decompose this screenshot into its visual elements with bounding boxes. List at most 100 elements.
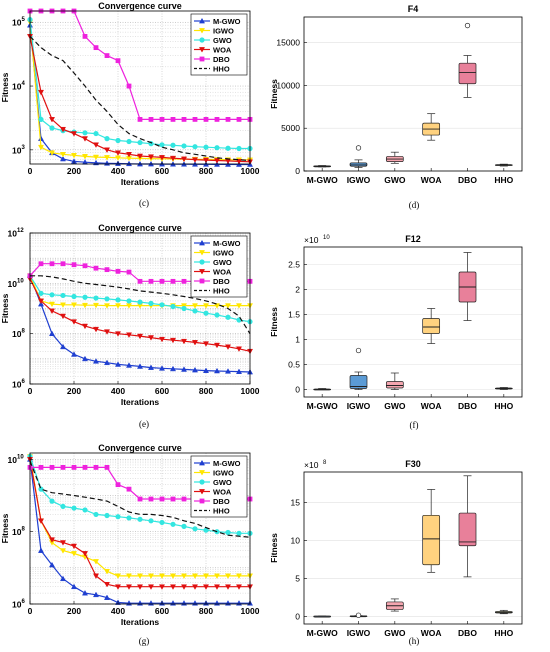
y-tick-label: 2.5 — [288, 260, 300, 270]
x-tick-label: 200 — [67, 166, 81, 176]
data-point — [37, 298, 45, 305]
data-point — [147, 573, 155, 579]
legend-entry-igwo: IGWO — [194, 249, 234, 258]
data-point — [104, 136, 110, 142]
x-tick-label: 400 — [111, 166, 125, 176]
legend-label: IGWO — [213, 469, 234, 478]
axes-frame — [303, 471, 523, 625]
data-point — [147, 335, 155, 341]
data-point — [147, 154, 155, 160]
x-tick-label: HHO — [494, 628, 513, 638]
y-tick-label: 10000 — [276, 80, 300, 90]
data-point — [125, 303, 133, 309]
data-point — [125, 584, 133, 590]
data-point — [92, 573, 100, 579]
chart-title: Convergence curve — [98, 443, 182, 453]
data-point — [203, 310, 209, 316]
data-point — [126, 83, 132, 89]
data-point — [92, 326, 100, 333]
data-point — [203, 144, 209, 150]
box-woa — [422, 489, 441, 573]
legend-marker — [199, 56, 205, 62]
data-point — [92, 142, 100, 148]
box-woa — [422, 113, 441, 141]
legend-marker — [198, 250, 206, 256]
data-point — [71, 464, 77, 470]
data-point — [59, 302, 67, 308]
data-point — [81, 302, 89, 309]
axis-exponent: ×10 8 — [304, 460, 327, 470]
data-point — [158, 155, 166, 161]
x-tick-label: WOA — [421, 401, 442, 411]
data-point — [60, 503, 66, 510]
data-point — [224, 368, 232, 374]
legend-entry-igwo: IGWO — [194, 469, 234, 478]
data-point — [115, 268, 121, 274]
data-point — [214, 312, 220, 318]
legend-label: GWO — [213, 478, 232, 487]
legend-label: WOA — [213, 268, 232, 277]
data-point — [70, 351, 78, 357]
y-tick-base: 10 — [12, 145, 22, 155]
data-point — [158, 584, 166, 590]
figure-caption: (h) — [409, 636, 420, 646]
legend-label: WOA — [213, 488, 232, 497]
y-tick-base: 10 — [8, 279, 18, 289]
data-point — [213, 573, 221, 579]
data-point — [70, 551, 78, 557]
x-axis-label: Iterations — [121, 177, 160, 187]
y-tick-exponent: 4 — [22, 81, 26, 87]
y-tick-label: 2 — [295, 285, 300, 295]
y-tick-label: 10 6 — [12, 379, 25, 390]
y-tick-label: 10 8 — [12, 329, 25, 340]
plot-area — [304, 17, 522, 171]
series-m-gwo — [26, 272, 254, 375]
legend-entry-dbo: DBO — [194, 55, 230, 64]
data-point — [126, 515, 132, 521]
legend-label: DBO — [213, 497, 230, 506]
data-point — [181, 143, 187, 149]
y-tick-base: 10 — [12, 329, 22, 339]
plot-area — [304, 472, 522, 624]
series-woa — [26, 457, 254, 590]
data-point — [137, 299, 143, 305]
legend-marker — [199, 479, 205, 485]
data-point — [38, 116, 44, 123]
legend-box — [190, 13, 248, 76]
data-point — [103, 147, 111, 153]
box-dbo — [458, 252, 477, 321]
legend-marker — [198, 17, 206, 24]
axes-frame — [29, 232, 251, 385]
data-point — [70, 319, 78, 325]
y-tick-label: 0 — [295, 166, 300, 176]
data-point — [48, 308, 56, 315]
series-line-hho — [29, 460, 251, 538]
data-point — [236, 117, 242, 122]
y-axis-label: Fitness — [0, 72, 10, 102]
y-tick-label: 0.5 — [288, 360, 300, 370]
x-tick-label: M-GWO — [307, 401, 339, 411]
data-point — [115, 58, 121, 64]
legend-entry-m-gwo: M-GWO — [194, 17, 241, 26]
y-tick-label: 10 10 — [8, 454, 25, 465]
data-point — [93, 464, 99, 470]
series-hho — [29, 460, 251, 538]
box-gwo — [385, 598, 404, 612]
data-point — [125, 362, 133, 368]
data-point — [235, 303, 243, 309]
data-point — [59, 155, 67, 162]
legend-marker — [199, 37, 205, 43]
data-point — [214, 145, 220, 151]
legend-box — [190, 235, 248, 298]
data-point — [37, 89, 45, 96]
x-tick-label: 800 — [199, 606, 213, 616]
x-tick-label: 600 — [155, 166, 169, 176]
data-point — [82, 464, 88, 470]
x-tick-label: DBO — [458, 401, 477, 411]
data-point — [181, 523, 187, 529]
box-m-gwo — [313, 165, 332, 168]
y-tick-label: 10 6 — [12, 599, 25, 610]
data-point — [125, 160, 133, 167]
x-tick-label: 200 — [67, 386, 81, 396]
box-gwo — [385, 151, 404, 164]
